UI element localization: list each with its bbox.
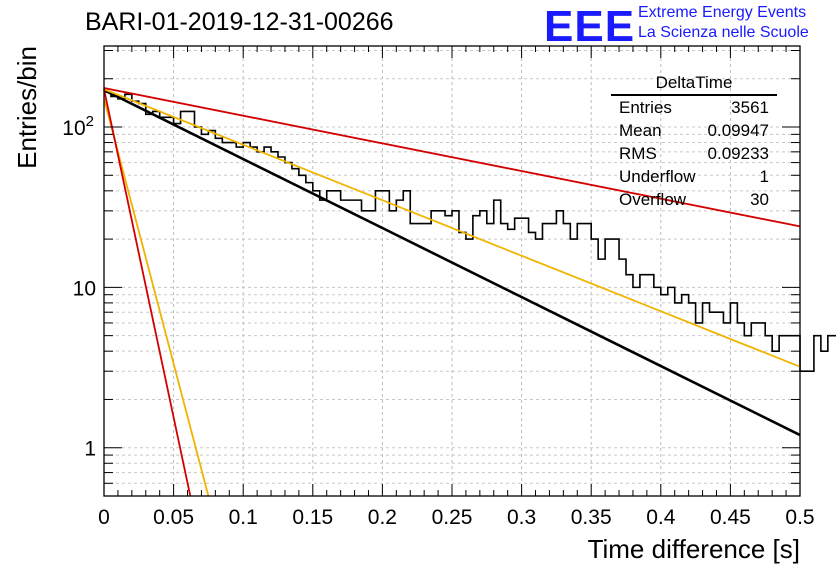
stats-value: 0.09947 (707, 121, 769, 140)
eee-logo: EEE (544, 2, 636, 51)
x-tick-label: 0.3 (507, 506, 536, 529)
fit-curve-upper-band (103, 88, 801, 368)
stats-label: Entries (619, 98, 672, 117)
stats-value: 0.09233 (707, 144, 769, 163)
histogram-outline (104, 91, 836, 373)
stats-value: 30 (750, 190, 769, 209)
stats-label: RMS (619, 144, 657, 163)
fit-curve-fit (103, 88, 801, 437)
x-tick-label: 0 (98, 506, 110, 529)
logo-line-1: Extreme Energy Events (638, 4, 807, 21)
x-tick-label: 0.2 (368, 506, 397, 529)
x-tick-label: 0.35 (571, 506, 612, 529)
logo-line-2: La Scienza nelle Scuole (638, 24, 809, 41)
x-tick-label: 0.5 (785, 506, 814, 529)
x-tick-label: 0.05 (153, 506, 194, 529)
y-tick-label: 1 (84, 438, 96, 461)
stats-label: Mean (619, 121, 662, 140)
stats-row-entries: Entries 3561 (611, 96, 777, 119)
stats-row-underflow: Underflow 1 (611, 165, 777, 188)
stats-value: 1 (759, 167, 769, 186)
stats-label: Overflow (619, 190, 687, 209)
x-tick-label: 0.45 (710, 506, 751, 529)
x-tick-label: 0.25 (432, 506, 473, 529)
stats-title: DeltaTime (611, 73, 777, 96)
chart-title: BARI-01-2019-12-31-00266 (85, 8, 394, 36)
y-tick-label: 10 (73, 277, 96, 300)
stats-label: Underflow (619, 167, 696, 186)
stats-row-rms: RMS 0.09233 (611, 142, 777, 165)
fit-curve-lower-band-fast (103, 89, 192, 497)
x-tick-label: 0.1 (229, 506, 258, 529)
stats-row-mean: Mean 0.09947 (611, 119, 777, 142)
fit-curve-upper-band-fast (103, 98, 210, 497)
y-axis-title: Entries/bin (12, 46, 42, 169)
stats-value: 3561 (731, 98, 769, 117)
x-tick-label: 0.15 (292, 506, 333, 529)
y-tick-label: 102 (62, 113, 94, 140)
fit-curve-lower-band (103, 87, 801, 228)
stats-row-overflow: Overflow 30 (611, 188, 777, 211)
x-axis-title: Time difference [s] (588, 534, 800, 564)
x-tick-label: 0.4 (646, 506, 676, 529)
stats-box: DeltaTime Entries 3561 Mean 0.09947 RMS … (611, 73, 777, 211)
